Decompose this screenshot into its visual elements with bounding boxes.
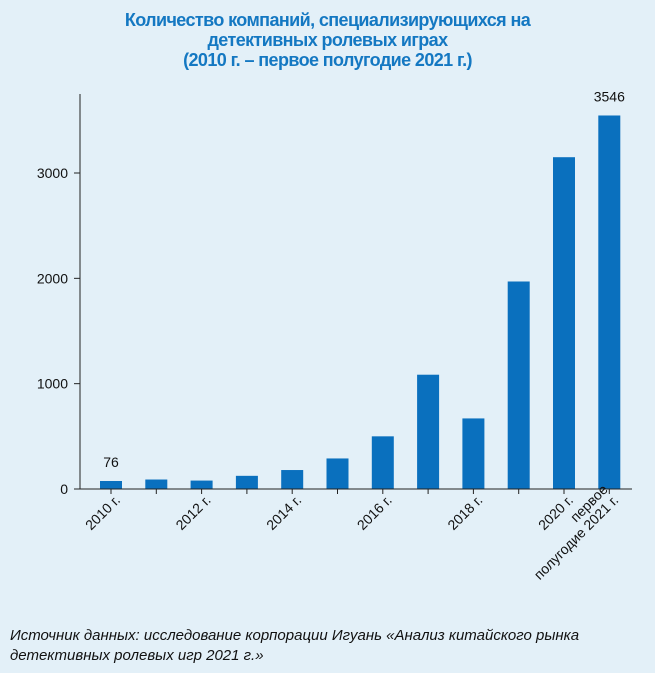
x-tick-label-line: 2010 г. [82, 492, 123, 533]
x-tick-label: первоеполугодие 2021 г. [520, 481, 622, 583]
data-label: 3546 [594, 88, 625, 104]
x-tick-label: 2016 г. [354, 492, 395, 533]
chart-title-line: Количество компаний, специализирующихся … [124, 10, 531, 30]
y-axis: 0 1000 2000 3000 [37, 94, 81, 497]
x-tick-label: 2018 г. [444, 492, 485, 533]
y-tick-label: 2000 [37, 270, 68, 286]
x-tick-label: 2012 г. [172, 492, 213, 533]
x-tick-label-line: 2018 г. [444, 492, 485, 533]
x-tick-label-line: 2012 г. [172, 492, 213, 533]
bar-chart: 0 1000 2000 3000 2010 г. 2012 г. 2014 г. 2016 … [37, 88, 632, 583]
bars [100, 115, 621, 489]
data-label: 76 [103, 454, 119, 470]
bar [462, 418, 485, 489]
bar [100, 480, 122, 489]
bar [235, 475, 258, 489]
bar [553, 157, 575, 489]
bar [507, 281, 530, 489]
bar [598, 115, 621, 489]
bar [371, 436, 394, 489]
chart-title: Количество компаний, специализирующихся … [0, 10, 655, 70]
x-axis: 2010 г. 2012 г. 2014 г. 2016 г. 2018 г. 2020 … [80, 481, 632, 583]
bar [281, 470, 304, 489]
source-note: Источник данных: исследование корпорации… [10, 627, 580, 664]
bar [190, 480, 213, 489]
bar [417, 374, 440, 489]
data-labels: 76 3546 [103, 88, 625, 470]
bar [145, 479, 168, 489]
y-tick-label: 1000 [37, 376, 68, 392]
bar [326, 458, 349, 489]
chart-title-line: (2010 г. – первое полугодие 2021 г.) [183, 50, 472, 70]
x-tick-label: 2014 г. [263, 492, 304, 533]
y-tick-label: 0 [60, 481, 68, 497]
x-tick-label: 2010 г. [82, 492, 123, 533]
chart-title-line: детективных ролевых играх [207, 30, 448, 50]
x-tick-label-line: 2016 г. [354, 492, 395, 533]
y-tick-label: 3000 [37, 165, 68, 181]
x-tick-label-line: 2014 г. [263, 492, 304, 533]
